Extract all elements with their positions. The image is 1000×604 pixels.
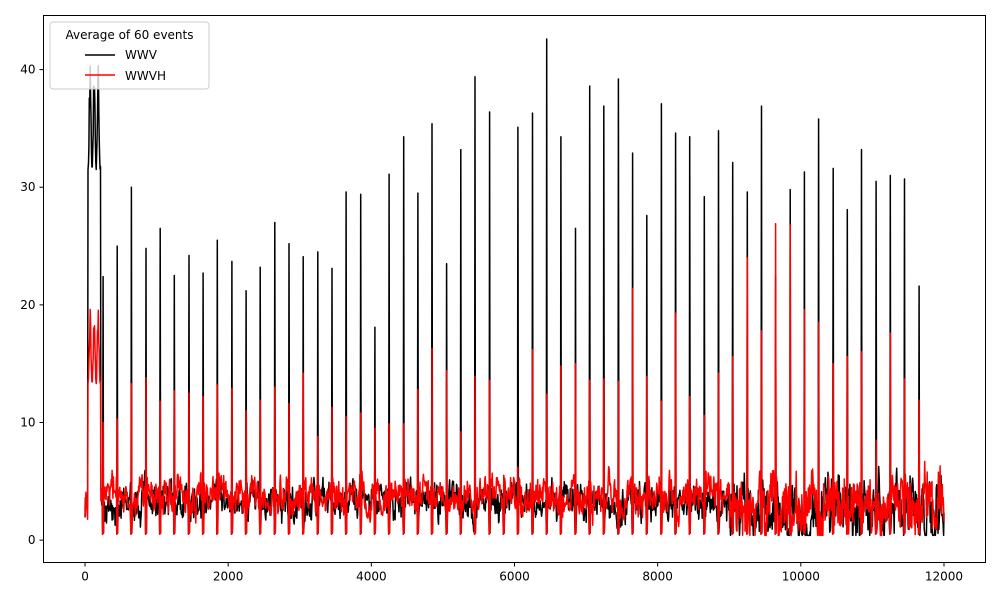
legend-label-wwvh: WWVH [125,69,166,83]
y-tick-label: 30 [20,180,35,194]
y-tick-label: 10 [20,416,35,430]
x-tick-label: 10000 [782,570,820,584]
x-tick-label: 8000 [642,570,673,584]
x-tick-label: 6000 [499,570,530,584]
legend-label-wwv: WWV [125,48,158,62]
x-tick-label: 0 [81,570,89,584]
legend: Average of 60 events WWV WWVH [50,22,209,89]
x-tick-label: 12000 [925,570,963,584]
x-tick-label: 2000 [213,570,244,584]
y-tick-label: 0 [28,533,36,547]
y-tick-label: 40 [20,63,35,77]
y-tick-label: 20 [20,298,35,312]
legend-title: Average of 60 events [66,28,194,42]
x-tick-label: 4000 [356,570,387,584]
